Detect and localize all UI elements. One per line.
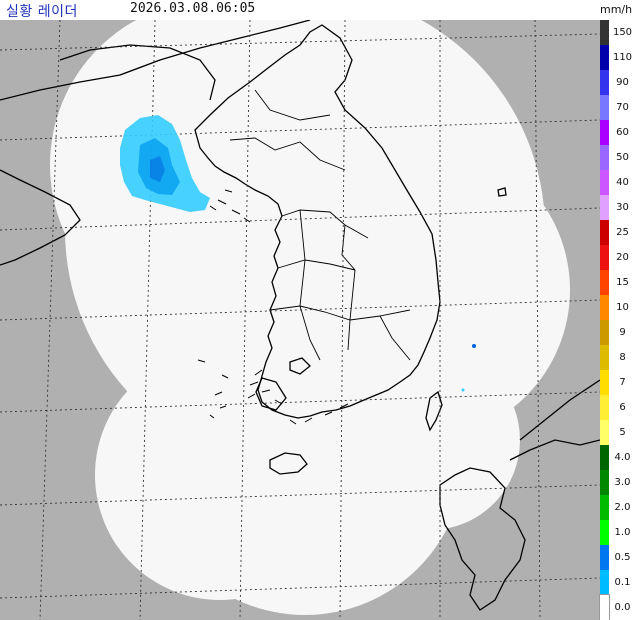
legend-label: 3.0 xyxy=(614,476,631,488)
tsushima-island xyxy=(425,390,443,432)
legend-label: 6 xyxy=(619,401,626,413)
southwest-peninsula xyxy=(255,377,287,411)
legend-swatch xyxy=(600,370,609,395)
legend-label: 30 xyxy=(616,201,629,213)
unit-label: mm/h xyxy=(600,3,633,16)
kyushu-coastline xyxy=(439,467,526,611)
liaodong-coast xyxy=(59,44,216,101)
legend-label: 150 xyxy=(612,26,633,38)
legend-swatch xyxy=(600,570,609,595)
legend-swatch xyxy=(600,220,609,245)
ulleung-island xyxy=(497,187,507,197)
lake xyxy=(289,357,311,375)
echo-speck xyxy=(472,344,476,348)
legend-label: 60 xyxy=(616,126,629,138)
legend-swatch xyxy=(600,545,609,570)
legend-label: 9 xyxy=(619,326,626,338)
legend-swatch xyxy=(599,594,610,620)
north-border xyxy=(0,20,311,101)
legend-swatch xyxy=(600,445,609,470)
legend-label: 50 xyxy=(616,151,629,163)
legend-label: 8 xyxy=(619,351,626,363)
precipitation-echoes xyxy=(120,115,476,392)
rain-rate-legend: 150 110 90 70 60 50 40 30 25 20 15 10 9 8 7 6 5 4.0 3.0 2.0… xyxy=(599,20,635,620)
coastline xyxy=(0,20,600,611)
legend-swatch xyxy=(600,20,609,45)
jeju-island xyxy=(269,452,308,475)
legend-label: 15 xyxy=(616,276,629,288)
radar-map[interactable] xyxy=(0,20,600,620)
header-bar: 실황 레이더 2026.03.08.06:05 mm/h xyxy=(0,0,635,20)
legend-label: 0.0 xyxy=(614,601,631,613)
legend-swatch xyxy=(600,320,609,345)
legend-label: 90 xyxy=(616,76,629,88)
southwest-islands xyxy=(197,189,349,425)
legend-label: 40 xyxy=(616,176,629,188)
legend-swatch xyxy=(600,395,609,420)
latlon-grid xyxy=(0,20,600,620)
legend-swatch xyxy=(600,470,609,495)
echo-area-heavy xyxy=(150,156,165,182)
legend-label: 1.0 xyxy=(614,526,631,538)
legend-swatch xyxy=(600,245,609,270)
legend-swatch xyxy=(600,145,609,170)
legend-swatch xyxy=(600,95,609,120)
legend-label: 4.0 xyxy=(614,451,631,463)
legend-swatch xyxy=(600,70,609,95)
korea-coastline xyxy=(194,24,441,419)
page-title: 실황 레이더 xyxy=(6,4,78,20)
honshu-coastline xyxy=(509,379,600,461)
legend-swatch xyxy=(600,270,609,295)
legend-label: 0.1 xyxy=(614,576,631,588)
legend-label: 0.5 xyxy=(614,551,631,563)
legend-swatch xyxy=(600,295,609,320)
province-boundary xyxy=(229,89,411,361)
china-coast xyxy=(0,169,81,266)
legend-label: 10 xyxy=(616,301,629,313)
legend-swatch xyxy=(600,170,609,195)
legend-swatch xyxy=(600,45,609,70)
observation-timestamp: 2026.03.08.06:05 xyxy=(130,1,256,16)
legend-label: 7 xyxy=(619,376,626,388)
legend-swatch xyxy=(600,195,609,220)
legend-swatch xyxy=(600,120,609,145)
legend-label: 110 xyxy=(612,51,633,63)
legend-label: 70 xyxy=(616,101,629,113)
legend-label: 2.0 xyxy=(614,501,631,513)
legend-label: 20 xyxy=(616,251,629,263)
legend-label: 25 xyxy=(616,226,629,238)
legend-label: 5 xyxy=(619,426,626,438)
legend-swatch xyxy=(600,495,609,520)
echo-speck xyxy=(461,388,465,392)
legend-swatch xyxy=(600,520,609,545)
legend-swatch xyxy=(600,420,609,445)
legend-swatch xyxy=(600,345,609,370)
